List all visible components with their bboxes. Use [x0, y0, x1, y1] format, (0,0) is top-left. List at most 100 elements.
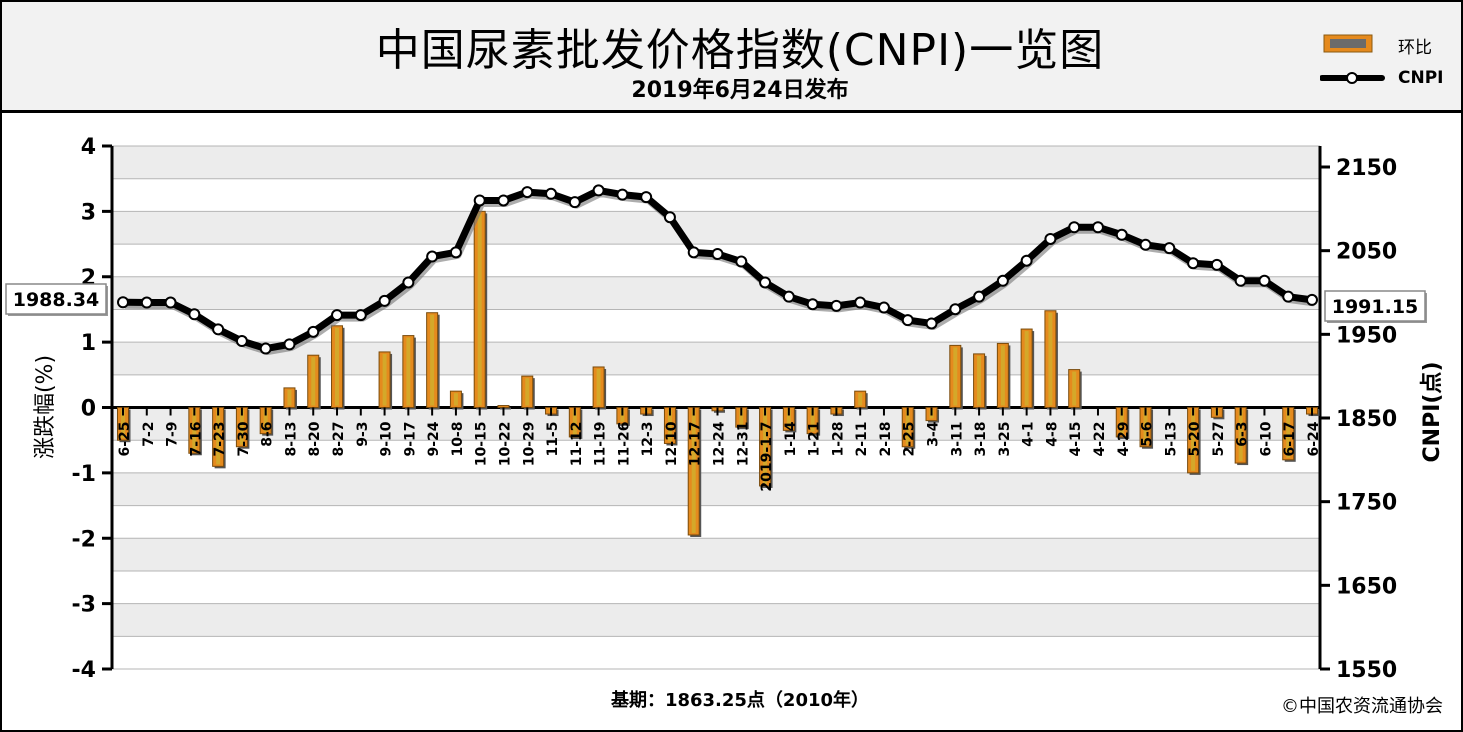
cnpi-point [1306, 293, 1318, 306]
cnpi-point [212, 323, 225, 336]
x-tick-label: 3-11 [949, 422, 965, 457]
x-tick-label: 7-23 [212, 422, 228, 457]
y-left-tick-label: 0 [81, 397, 96, 422]
cnpi-point [1210, 258, 1223, 271]
x-tick-label: 6-3 [1235, 422, 1251, 447]
bar-core [239, 409, 244, 445]
x-tick-label: 5-20 [1187, 421, 1203, 456]
y-right-tick-label: 2050 [1336, 240, 1397, 265]
y-left-tick-label: 4 [81, 135, 96, 160]
x-tick-label: 12-10 [664, 421, 680, 466]
cnpi-point [402, 276, 415, 289]
x-tick-label: 6-24 [1306, 421, 1322, 456]
legend-bar-label: 环比 [1398, 38, 1432, 58]
y-left-tick-label: -1 [72, 462, 96, 487]
start-value-callout-text: 1988.34 [13, 289, 100, 311]
cnpi-point [1258, 274, 1271, 287]
end-value-callout-box [1324, 290, 1426, 322]
x-tick-label: 8-27 [331, 422, 347, 457]
y-left-tick-label: -2 [72, 527, 96, 552]
x-tick-label: 6-25 [117, 422, 133, 457]
y-right-axis-label: CNPI(点) [1419, 362, 1445, 463]
y-right-tick-label: 1950 [1336, 323, 1397, 348]
bar-core [1143, 409, 1148, 445]
y-left-tick-label: 1 [81, 331, 96, 356]
bar [1068, 369, 1082, 410]
x-tick-label: 7-2 [141, 422, 157, 447]
cnpi-point [1163, 242, 1176, 255]
cnpi-point [307, 325, 320, 338]
bar-core [953, 347, 958, 406]
cnpi-point [140, 296, 153, 309]
x-tick-label: 9-3 [355, 422, 371, 447]
y-right-tick-label: 1750 [1336, 491, 1397, 516]
cnpi-point [687, 246, 700, 259]
cnpi-point [117, 296, 129, 309]
bar [973, 353, 987, 410]
copyright-note: ©中国农资流通协会 [1281, 696, 1443, 717]
bar-core [858, 393, 863, 406]
x-tick-label: 4-15 [1068, 422, 1084, 457]
bar-core [905, 409, 910, 445]
bar-core [311, 357, 316, 406]
x-tick-label: 1-21 [807, 422, 823, 457]
x-tick-label: 4-29 [1116, 422, 1132, 457]
cnpi-point [640, 191, 653, 204]
chart-subtitle: 2019年6月24日发布 [631, 78, 849, 103]
bar-core [335, 327, 340, 406]
bar-core [430, 314, 435, 406]
x-tick-label: 2-11 [854, 422, 870, 457]
bar [521, 375, 535, 410]
grid-band [112, 538, 1320, 571]
cnpi-point [188, 308, 201, 321]
bar-core [1238, 409, 1243, 462]
cnpi-point [735, 255, 748, 268]
bar [449, 390, 464, 410]
bar-core [121, 409, 125, 439]
cnpi-point [235, 335, 248, 348]
bar-core [667, 409, 672, 442]
cnpi-point [925, 317, 938, 330]
x-tick-label: 12-24 [712, 421, 728, 466]
bar-core [525, 378, 530, 406]
bar-core [1286, 409, 1291, 458]
x-tick-label: 4-8 [1044, 422, 1060, 447]
cnpi-point [568, 196, 581, 209]
x-tick-label: 2019-1-7 [759, 422, 775, 492]
x-tick-label: 1-14 [783, 421, 799, 456]
start-value-callout: 1988.34 [5, 283, 108, 316]
cnpi-point [616, 188, 629, 201]
bar-core [977, 355, 982, 406]
bar [854, 390, 868, 410]
bar-core [382, 353, 387, 406]
cnpi-point [949, 303, 962, 316]
cnpi-point [759, 276, 772, 289]
bar-core [1072, 371, 1077, 406]
grid-band [112, 603, 1320, 637]
bar [426, 312, 440, 410]
bar-core [810, 409, 815, 432]
x-tick-label: 8-13 [283, 422, 299, 457]
bar-core [1191, 409, 1196, 471]
cnpi-point [1139, 238, 1152, 251]
bar-core [763, 409, 768, 484]
x-tick-label: 10-29 [521, 422, 537, 467]
x-tick-label: 10-22 [497, 422, 513, 467]
chart-title: 中国尿素批发价格指数(CNPI)一览图 [375, 25, 1105, 76]
x-tick-label: 12-17 [688, 422, 704, 467]
bar [331, 325, 345, 410]
cnpi-point [973, 290, 986, 303]
cnpi-point [711, 248, 724, 261]
x-tick-label: 5-27 [1211, 422, 1227, 457]
bar-core [1048, 312, 1053, 406]
y-right-tick-label: 1650 [1336, 574, 1397, 599]
bar-core [287, 389, 292, 406]
bar [592, 366, 607, 410]
x-tick-label: 7-16 [188, 422, 204, 457]
bar-body [497, 405, 510, 409]
x-tick-label: 7-9 [165, 422, 181, 447]
cnpi-point [1234, 274, 1247, 287]
legend-line-swatch [1320, 72, 1385, 84]
bar-core [1024, 331, 1029, 406]
x-tick-label: 12-3 [640, 422, 656, 457]
